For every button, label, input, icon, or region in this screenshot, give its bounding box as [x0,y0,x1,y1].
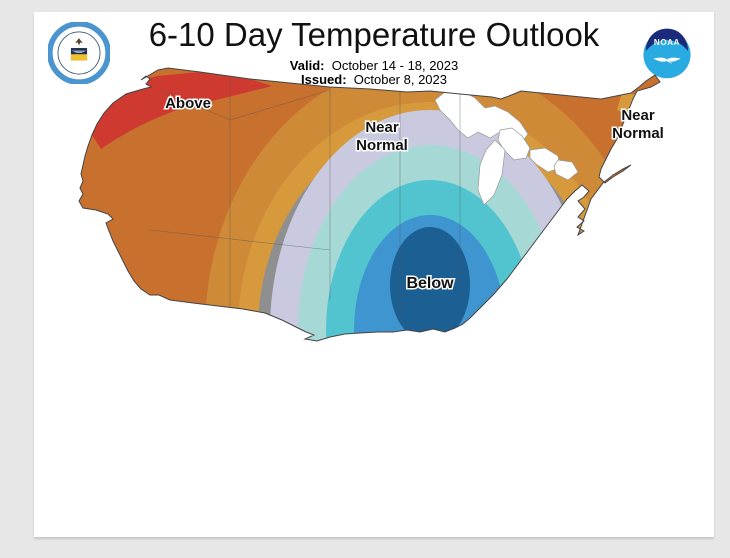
svg-text:NOAA: NOAA [654,38,680,47]
